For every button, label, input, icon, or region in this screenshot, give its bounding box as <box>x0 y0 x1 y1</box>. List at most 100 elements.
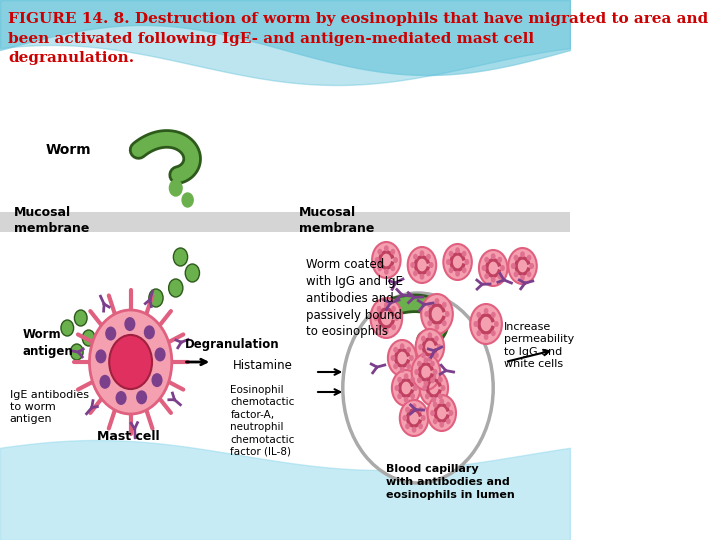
Bar <box>0 212 570 232</box>
Text: Mast cell: Mast cell <box>97 430 160 443</box>
Circle shape <box>390 249 395 255</box>
Circle shape <box>412 403 416 409</box>
Circle shape <box>71 344 83 360</box>
Circle shape <box>405 407 410 413</box>
Circle shape <box>434 336 438 342</box>
Circle shape <box>395 385 399 391</box>
Circle shape <box>377 306 382 312</box>
Circle shape <box>397 377 402 383</box>
Circle shape <box>433 369 438 375</box>
Circle shape <box>513 255 518 261</box>
Circle shape <box>474 321 478 327</box>
Circle shape <box>423 381 428 387</box>
Circle shape <box>491 330 496 336</box>
Text: FIGURE 14. 8. Destruction of worm by eosinophils that have migrated to area and
: FIGURE 14. 8. Destruction of worm by eos… <box>8 12 708 65</box>
Circle shape <box>500 265 505 271</box>
Circle shape <box>434 352 438 358</box>
Circle shape <box>400 400 428 436</box>
Circle shape <box>485 273 489 279</box>
Circle shape <box>406 363 411 369</box>
Circle shape <box>408 247 436 283</box>
Circle shape <box>384 269 389 275</box>
Circle shape <box>520 251 525 257</box>
Circle shape <box>413 254 418 260</box>
Circle shape <box>390 355 395 361</box>
Circle shape <box>417 377 422 383</box>
Circle shape <box>374 257 379 263</box>
Circle shape <box>433 402 438 408</box>
Text: IgE antibodies
to worm
antigen: IgE antibodies to worm antigen <box>9 389 89 424</box>
Text: Worm coated
with IgG and IgE
antibodies and
passively bound
to eosinophils: Worm coated with IgG and IgE antibodies … <box>305 258 402 339</box>
Circle shape <box>423 357 428 363</box>
Text: Worm: Worm <box>46 143 91 157</box>
Circle shape <box>402 415 407 421</box>
Circle shape <box>498 256 502 263</box>
Circle shape <box>431 397 436 403</box>
Circle shape <box>526 271 531 277</box>
Circle shape <box>498 273 502 279</box>
Circle shape <box>430 410 435 416</box>
Circle shape <box>444 244 472 280</box>
Circle shape <box>391 306 396 312</box>
Circle shape <box>421 294 453 334</box>
Circle shape <box>422 385 427 391</box>
Circle shape <box>470 304 502 344</box>
Circle shape <box>421 336 426 342</box>
Circle shape <box>412 427 416 433</box>
Circle shape <box>393 347 398 353</box>
Circle shape <box>430 361 435 367</box>
Circle shape <box>99 375 111 389</box>
Circle shape <box>431 373 436 379</box>
Circle shape <box>384 302 389 308</box>
Circle shape <box>406 347 411 353</box>
Circle shape <box>441 385 446 391</box>
Circle shape <box>438 377 443 383</box>
Circle shape <box>390 265 395 271</box>
Circle shape <box>491 276 495 283</box>
Circle shape <box>420 274 424 280</box>
Circle shape <box>477 330 481 336</box>
Circle shape <box>449 251 454 256</box>
Circle shape <box>482 265 486 271</box>
Circle shape <box>415 329 444 365</box>
Circle shape <box>439 399 444 404</box>
Circle shape <box>511 263 516 269</box>
Circle shape <box>371 298 402 338</box>
Circle shape <box>185 264 199 282</box>
Circle shape <box>182 193 193 207</box>
Circle shape <box>61 320 73 336</box>
Circle shape <box>155 347 166 361</box>
Circle shape <box>374 315 379 321</box>
Circle shape <box>420 251 424 256</box>
Circle shape <box>393 257 398 263</box>
Circle shape <box>513 271 518 277</box>
Circle shape <box>410 262 415 268</box>
Circle shape <box>74 310 87 326</box>
Circle shape <box>428 395 456 431</box>
Circle shape <box>420 370 448 406</box>
Circle shape <box>388 340 416 376</box>
Circle shape <box>144 325 155 339</box>
Circle shape <box>391 324 396 330</box>
Circle shape <box>413 271 418 276</box>
Circle shape <box>520 275 525 281</box>
Circle shape <box>418 423 423 429</box>
Circle shape <box>395 315 399 321</box>
Circle shape <box>149 289 163 307</box>
Circle shape <box>414 369 419 375</box>
Circle shape <box>479 250 508 286</box>
Circle shape <box>428 302 432 308</box>
Circle shape <box>438 393 443 399</box>
Circle shape <box>421 352 426 358</box>
Circle shape <box>89 310 172 414</box>
Circle shape <box>410 393 415 399</box>
Circle shape <box>455 271 460 276</box>
Circle shape <box>484 334 488 340</box>
Circle shape <box>446 402 451 408</box>
Circle shape <box>491 312 496 318</box>
Circle shape <box>430 377 435 383</box>
Circle shape <box>412 354 440 390</box>
Circle shape <box>174 248 188 266</box>
Circle shape <box>95 349 107 363</box>
Circle shape <box>424 311 429 317</box>
